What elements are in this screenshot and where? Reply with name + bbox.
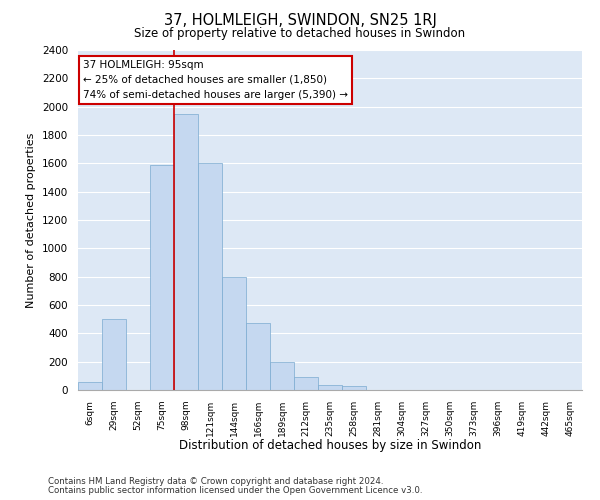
- Bar: [246, 324, 270, 390]
- Text: Contains public sector information licensed under the Open Government Licence v3: Contains public sector information licen…: [48, 486, 422, 495]
- Text: Size of property relative to detached houses in Swindon: Size of property relative to detached ho…: [134, 28, 466, 40]
- Y-axis label: Number of detached properties: Number of detached properties: [26, 132, 37, 308]
- Text: 37, HOLMLEIGH, SWINDON, SN25 1RJ: 37, HOLMLEIGH, SWINDON, SN25 1RJ: [164, 12, 436, 28]
- Bar: [102, 319, 126, 390]
- Bar: [198, 164, 222, 390]
- Bar: [78, 382, 102, 390]
- Bar: [150, 165, 174, 390]
- Bar: [222, 276, 246, 390]
- X-axis label: Distribution of detached houses by size in Swindon: Distribution of detached houses by size …: [179, 439, 481, 452]
- Bar: [294, 377, 318, 390]
- Text: Contains HM Land Registry data © Crown copyright and database right 2024.: Contains HM Land Registry data © Crown c…: [48, 477, 383, 486]
- Bar: [342, 386, 366, 390]
- Bar: [174, 114, 198, 390]
- Bar: [270, 362, 294, 390]
- Text: 37 HOLMLEIGH: 95sqm
← 25% of detached houses are smaller (1,850)
74% of semi-det: 37 HOLMLEIGH: 95sqm ← 25% of detached ho…: [83, 60, 348, 100]
- Bar: [318, 385, 342, 390]
